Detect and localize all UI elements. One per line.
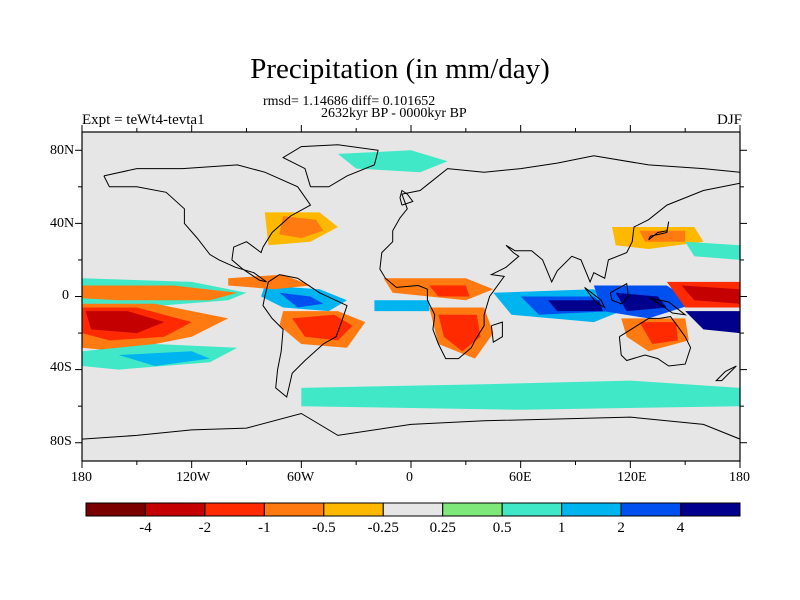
colorbar-swatch bbox=[561, 502, 622, 517]
atlantic-dry bbox=[279, 216, 324, 238]
lon-label-60w: 60W bbox=[287, 470, 315, 485]
spcz-wet bbox=[685, 311, 740, 334]
coast-south-america bbox=[262, 274, 348, 398]
coast-antarctica bbox=[82, 412, 740, 440]
colorbar-label: 0.25 bbox=[429, 520, 456, 536]
colorbar-swatch bbox=[323, 502, 384, 517]
lon-label-60e: 60E bbox=[509, 470, 532, 485]
indian-ocean-wet-core bbox=[548, 300, 609, 312]
coast-north-america bbox=[103, 164, 312, 283]
south-pacific-wet-core bbox=[118, 351, 210, 366]
coast-british-isles bbox=[399, 189, 414, 206]
amazon-wet-core bbox=[279, 292, 324, 308]
pacific-equatorial-dry bbox=[82, 285, 238, 301]
colorbar-swatch bbox=[204, 502, 265, 517]
rmsd-subtitle: rmsd= 1.14686 diff= 0.101652 bbox=[263, 94, 436, 109]
arctic-wet bbox=[337, 150, 448, 173]
east-asia-dry bbox=[639, 230, 686, 242]
caribbean-dry bbox=[228, 274, 311, 290]
lon-label-120e: 120E bbox=[617, 470, 647, 485]
australia-dry bbox=[639, 322, 678, 344]
gulf-wet bbox=[374, 300, 430, 312]
page-title: Precipitation (in mm/day) bbox=[250, 53, 550, 85]
coast-new-zealand bbox=[714, 365, 737, 382]
south-pacific-dry-core bbox=[85, 311, 165, 334]
colorbar-swatch bbox=[442, 502, 503, 517]
coast-japan bbox=[648, 221, 670, 241]
colorbar-swatch bbox=[680, 502, 741, 517]
southern-ocean-wet bbox=[301, 380, 740, 410]
colorbar-label: -4 bbox=[139, 520, 152, 536]
coast-eurasia-africa bbox=[379, 155, 740, 360]
colorbar-label: -0.25 bbox=[367, 520, 399, 536]
coast-sumatra bbox=[584, 287, 606, 309]
coast-borneo bbox=[609, 282, 630, 305]
coast-new-guinea bbox=[650, 297, 687, 316]
west-pacific-dry-core bbox=[681, 285, 740, 304]
colorbar-swatch bbox=[85, 502, 146, 517]
period-subtitle: 2632kyr BP - 0000kyr BP bbox=[321, 106, 467, 121]
colorbar-label: 2 bbox=[617, 520, 625, 536]
axis-ticks bbox=[75, 125, 747, 468]
colorbar-label: -1 bbox=[258, 520, 271, 536]
colorbar-label: -0.5 bbox=[311, 520, 336, 536]
colorbar-label: 1 bbox=[557, 520, 566, 536]
lat-label-40s: 40S bbox=[50, 360, 72, 375]
colorbar-label: 0.5 bbox=[492, 520, 512, 536]
lon-label-120w: 120W bbox=[176, 470, 211, 485]
lat-label-80s: 80S bbox=[50, 434, 72, 449]
colorbar-swatch bbox=[501, 502, 563, 517]
colorbar-swatch bbox=[263, 502, 325, 517]
anomaly-field-layer bbox=[82, 150, 740, 410]
lon-label-180e: 180 bbox=[729, 470, 750, 485]
coast-madagascar bbox=[490, 321, 503, 344]
lat-label-40n: 40N bbox=[50, 216, 75, 231]
colorbar-label: -2 bbox=[198, 520, 212, 536]
colorbar bbox=[85, 502, 741, 517]
southern-africa-dry bbox=[438, 314, 481, 352]
lat-label-80n: 80N bbox=[50, 143, 75, 158]
lon-label-0: 0 bbox=[406, 470, 413, 485]
coast-greenland bbox=[282, 144, 379, 188]
coastlines bbox=[82, 144, 740, 440]
lat-label-0: 0 bbox=[62, 288, 69, 303]
colorbar-swatch bbox=[382, 502, 444, 517]
colorbar-label: 4 bbox=[676, 520, 685, 536]
experiment-label: Expt = teWt4-tevta1 bbox=[82, 112, 205, 128]
north-pacific-wet bbox=[685, 241, 740, 260]
maritime-wet-core bbox=[615, 292, 667, 312]
colorbar-swatch bbox=[144, 502, 206, 517]
lon-label-180w: 180 bbox=[71, 470, 92, 485]
colorbar-swatch bbox=[620, 502, 682, 517]
season-label: DJF bbox=[716, 112, 742, 128]
coast-australia bbox=[618, 316, 692, 367]
central-africa-dry bbox=[429, 285, 470, 297]
